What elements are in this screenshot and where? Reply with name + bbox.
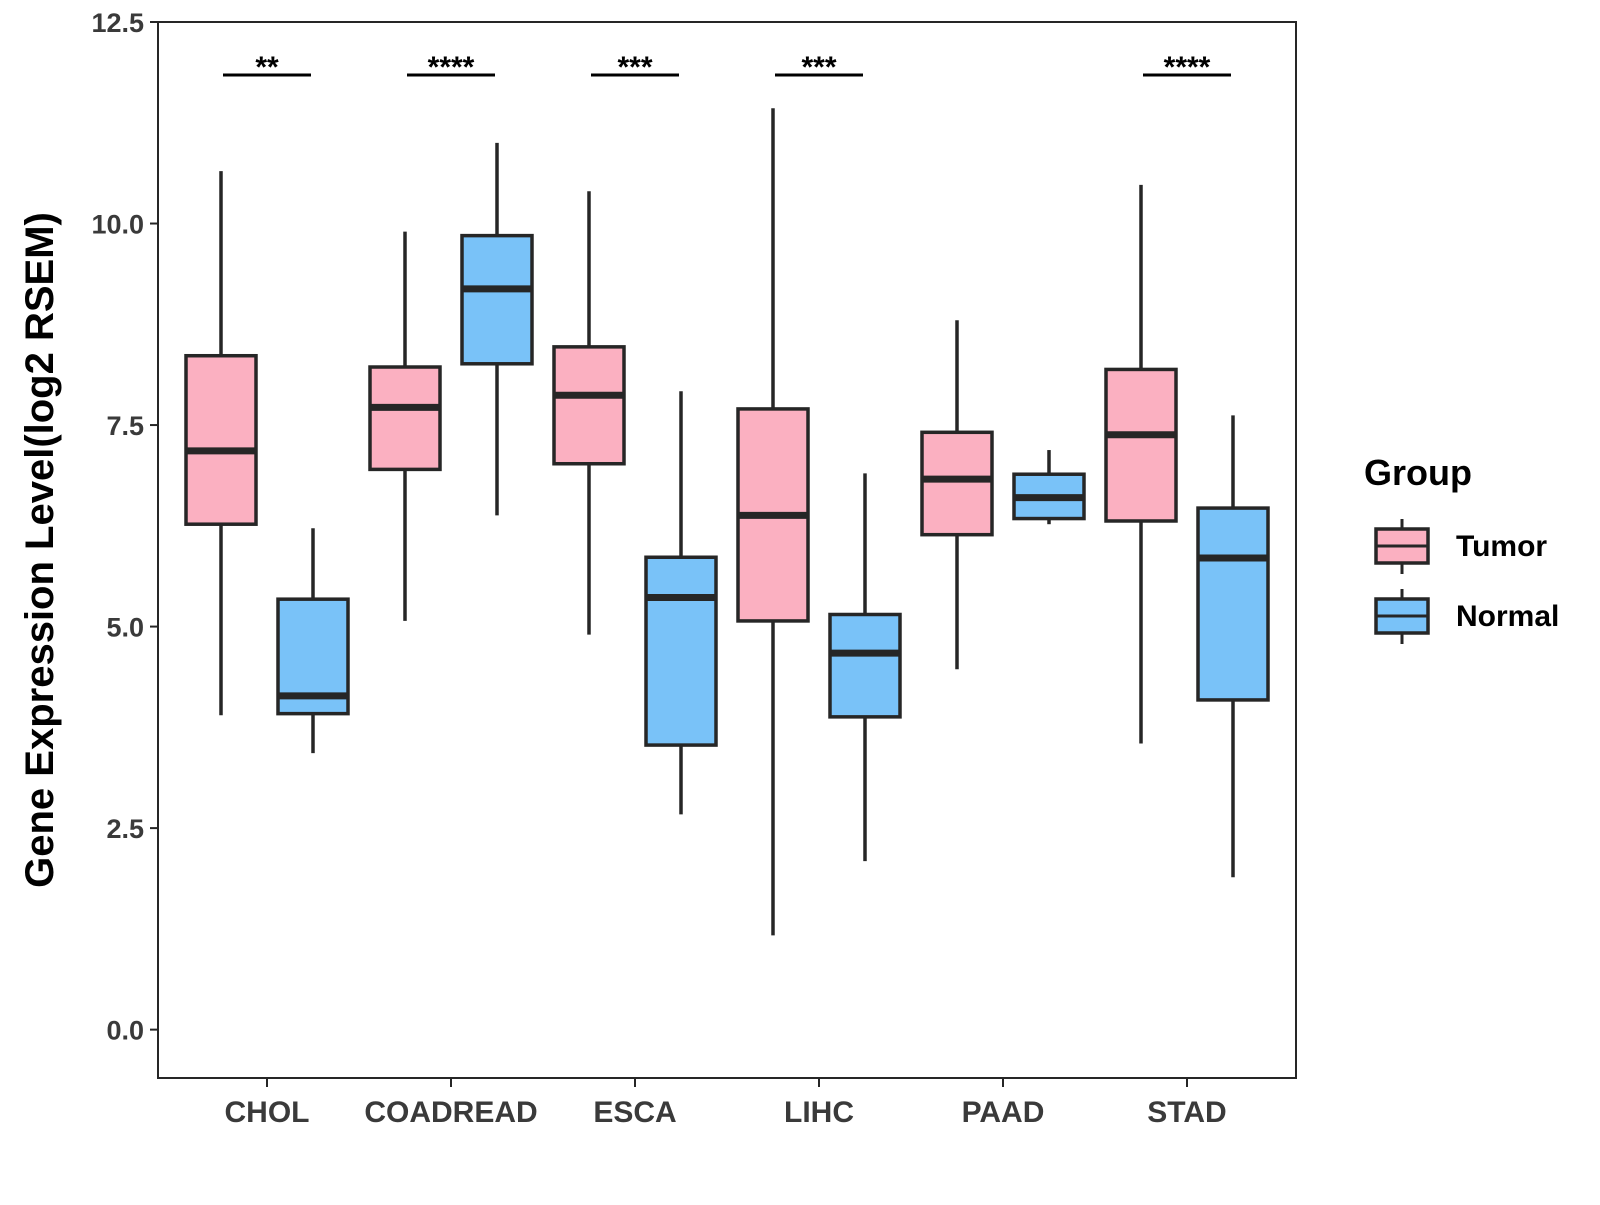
y-tick-label: 12.5 — [91, 8, 144, 38]
box-iqr — [920, 430, 994, 537]
box-tumor-esca — [552, 191, 626, 635]
box-tumor-stad — [1104, 184, 1178, 744]
x-tick-label-coadread: COADREAD — [364, 1096, 537, 1129]
box-iqr — [828, 612, 902, 719]
box-normal-lihc — [828, 473, 902, 862]
legend-item-tumor: Tumor — [1374, 519, 1547, 574]
legend-label: Tumor — [1456, 530, 1547, 563]
box-iqr — [644, 555, 718, 747]
x-tick-label-esca: ESCA — [593, 1096, 676, 1129]
legend-title: Group — [1364, 452, 1472, 493]
significance-label: **** — [428, 51, 475, 84]
x-tick-label-lihc: LIHC — [784, 1096, 854, 1129]
significance-label: *** — [617, 51, 652, 84]
legend: Group Tumor Normal — [1364, 452, 1559, 644]
x-tick-label-stad: STAD — [1147, 1096, 1226, 1129]
box-tumor-paad — [920, 320, 994, 670]
box-iqr — [552, 345, 626, 466]
box-iqr — [1196, 506, 1270, 702]
x-axis: CHOL COADREAD ESCA LIHC PAAD STAD — [225, 1078, 1227, 1129]
x-tick-label-chol: CHOL — [225, 1096, 310, 1129]
significance-label: **** — [1164, 51, 1211, 84]
box-iqr — [368, 365, 442, 472]
significance-label: ** — [255, 51, 279, 84]
box-series — [184, 108, 1270, 936]
y-tick-label: 0.0 — [106, 1016, 144, 1046]
y-tick-label: 7.5 — [106, 411, 144, 441]
box-tumor-lihc — [736, 108, 810, 936]
y-tick-label: 5.0 — [106, 613, 144, 643]
box-iqr — [1104, 367, 1178, 523]
box-normal-stad — [1196, 415, 1270, 878]
box-tumor-coadread — [368, 231, 442, 621]
box-normal-esca — [644, 391, 718, 815]
legend-label: Normal — [1456, 600, 1559, 633]
y-axis: 0.0 2.5 5.0 7.5 10.0 12.5 — [91, 8, 158, 1046]
y-axis-title: Gene Expression Level(log2 RSEM) — [18, 212, 62, 888]
significance-annotations: ** **** *** *** **** — [223, 51, 1231, 84]
box-normal-chol — [276, 528, 350, 754]
box-normal-coadread — [460, 142, 534, 516]
box-normal-paad — [1012, 450, 1086, 525]
box-iqr — [460, 233, 534, 366]
x-tick-label-paad: PAAD — [962, 1096, 1045, 1129]
legend-item-normal: Normal — [1374, 589, 1559, 644]
y-tick-label: 2.5 — [106, 814, 144, 844]
plot-panel-border — [157, 21, 1297, 1079]
box-tumor-chol — [184, 171, 258, 716]
y-tick-label: 10.0 — [91, 210, 144, 240]
box-iqr — [184, 353, 258, 526]
significance-label: *** — [801, 51, 836, 84]
